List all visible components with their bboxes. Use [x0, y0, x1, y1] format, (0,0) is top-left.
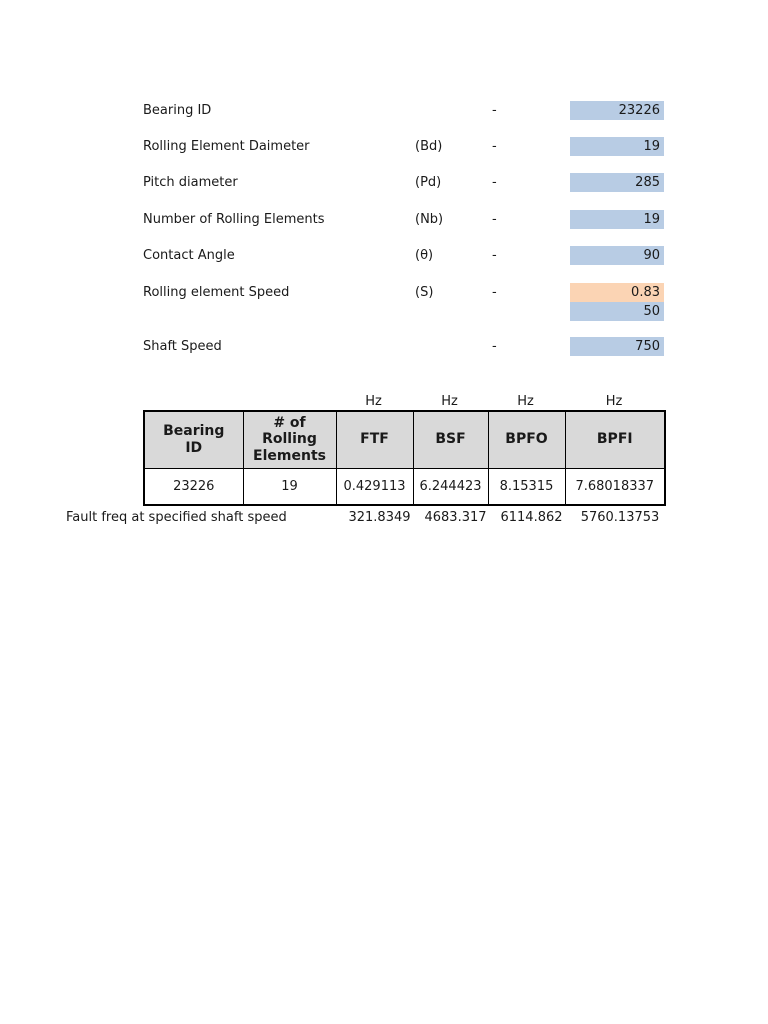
unit-label-bsf: Hz	[441, 394, 458, 409]
param-separator: -	[492, 285, 497, 300]
param-value-cell: 285	[570, 173, 664, 192]
table-data-row: 23226 19 0.429113 6.244423 8.15315 7.680…	[143, 467, 666, 506]
param-value-cell: 90	[570, 246, 664, 265]
header-cell-bsf: BSF	[412, 410, 489, 469]
param-symbol: (θ)	[415, 248, 434, 263]
param-separator: -	[492, 103, 497, 118]
param-label: Shaft Speed	[143, 339, 222, 354]
param-symbol: (Nb)	[415, 212, 444, 227]
param-row-contact-angle: Contact Angle (θ) - 90	[0, 246, 768, 265]
fault-freq-value-bpfi: 5760.13753	[580, 510, 660, 525]
param-separator: -	[492, 339, 497, 354]
cell-bpfi: 7.68018337	[564, 467, 666, 506]
header-cell-bpfi: BPFI	[564, 410, 666, 469]
cell-bearing-id: 23226	[143, 467, 244, 506]
table-header-row: Bearing ID # of Rolling Elements FTF BSF…	[143, 410, 666, 469]
param-separator: -	[492, 212, 497, 227]
param-row-number-of-rolling-elements: Number of Rolling Elements (Nb) - 19	[0, 210, 768, 229]
header-cell-bearing-id: Bearing ID	[143, 410, 244, 469]
param-secondary-value-cell: 50	[570, 302, 664, 321]
param-label: Pitch diameter	[143, 175, 238, 190]
fault-frequency-table: Bearing ID # of Rolling Elements FTF BSF…	[143, 410, 666, 506]
param-symbol: (S)	[415, 285, 434, 300]
fault-freq-row: Fault freq at specified shaft speed 321.…	[0, 509, 768, 526]
fault-freq-value-bpfo: 6114.862	[500, 510, 563, 525]
param-value-cell: 19	[570, 137, 664, 156]
param-value-cell: 19	[570, 210, 664, 229]
param-separator: -	[492, 248, 497, 263]
unit-label-ftf: Hz	[365, 394, 382, 409]
header-cell-num-rolling-elements: # of Rolling Elements	[242, 410, 337, 469]
fault-freq-value-ftf: 321.8349	[348, 510, 411, 525]
param-row-bearing-id: Bearing ID - 23226	[0, 101, 768, 120]
unit-label-row: Hz Hz Hz Hz	[0, 393, 768, 410]
fault-freq-label: Fault freq at specified shaft speed	[66, 510, 287, 525]
param-row-shaft-speed: Shaft Speed - 750	[0, 337, 768, 356]
header-cell-bpfo: BPFO	[487, 410, 566, 469]
param-separator: -	[492, 175, 497, 190]
header-cell-ftf: FTF	[335, 410, 414, 469]
param-separator: -	[492, 139, 497, 154]
unit-label-bpfo: Hz	[517, 394, 534, 409]
param-value-cell: 750	[570, 337, 664, 356]
cell-num-rolling-elements: 19	[242, 467, 337, 506]
param-symbol: (Bd)	[415, 139, 443, 154]
param-label: Bearing ID	[143, 103, 212, 118]
param-value-cell: 23226	[570, 101, 664, 120]
param-label: Rolling element Speed	[143, 285, 290, 300]
unit-label-bpfi: Hz	[605, 394, 623, 409]
cell-bsf: 6.244423	[412, 467, 489, 506]
param-row-pitch-diameter: Pitch diameter (Pd) - 285	[0, 173, 768, 192]
param-value-cell-highlighted: 0.83	[570, 283, 664, 302]
cell-bpfo: 8.15315	[487, 467, 566, 506]
param-label: Rolling Element Daimeter	[143, 139, 310, 154]
param-row-rolling-element-speed: Rolling element Speed (S) - 0.83 50	[0, 283, 768, 321]
param-label: Contact Angle	[143, 248, 235, 263]
param-row-rolling-element-diameter: Rolling Element Daimeter (Bd) - 19	[0, 137, 768, 156]
fault-freq-value-bsf: 4683.317	[424, 510, 487, 525]
param-symbol: (Pd)	[415, 175, 442, 190]
param-label: Number of Rolling Elements	[143, 212, 325, 227]
cell-ftf: 0.429113	[335, 467, 414, 506]
